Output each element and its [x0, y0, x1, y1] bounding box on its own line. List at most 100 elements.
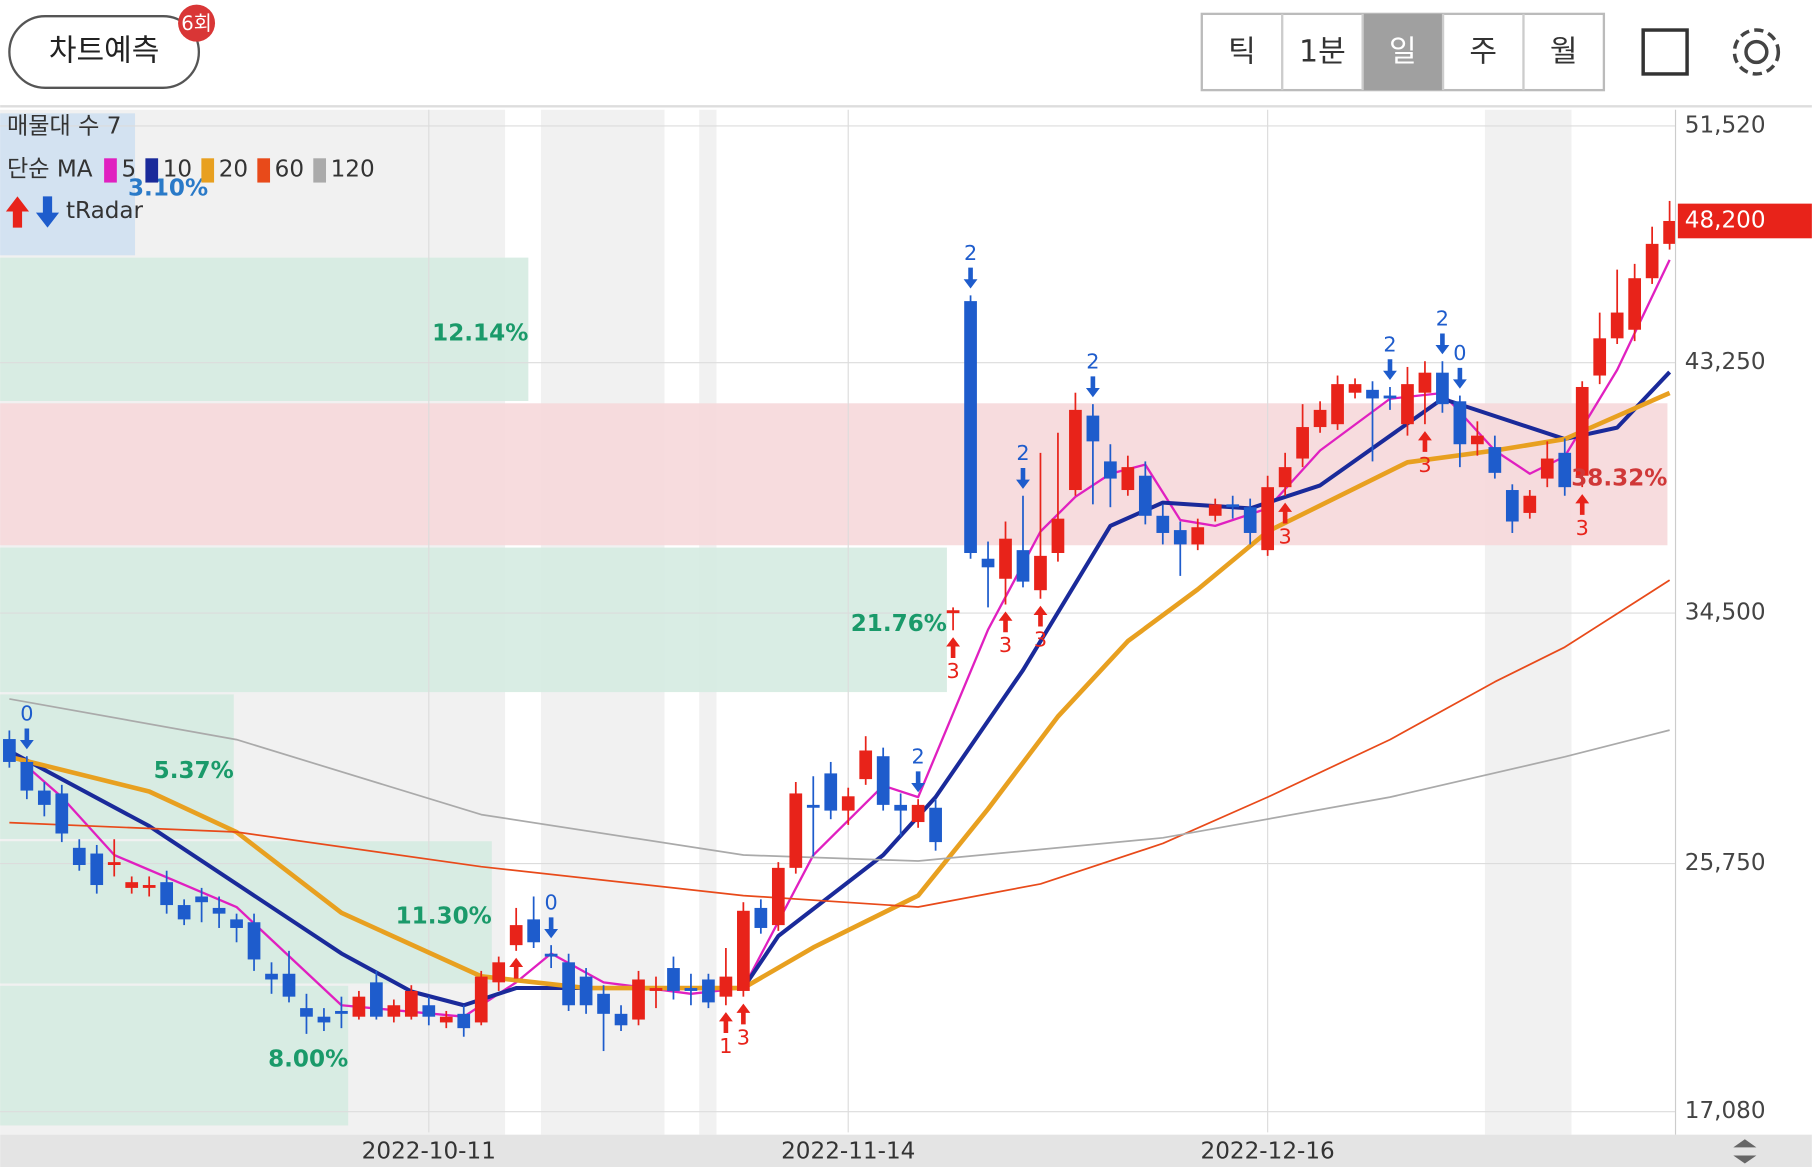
- y-tick-label: 43,250: [1685, 349, 1766, 375]
- signal-arrow: [946, 637, 961, 659]
- signal-label: 3: [1418, 453, 1431, 477]
- candle-body: [457, 1013, 471, 1029]
- candle-body: [1540, 458, 1554, 479]
- candle-body: [55, 793, 69, 834]
- candle-body: [789, 793, 803, 868]
- volume-band-label: 38.32%: [1571, 465, 1667, 491]
- y-tick-label: 25,750: [1685, 850, 1766, 876]
- signal-label: 2: [964, 241, 977, 265]
- signal-label: 0: [545, 891, 558, 915]
- candle-body: [1436, 372, 1449, 405]
- candle-body: [509, 925, 523, 946]
- signal-label: 2: [1016, 441, 1029, 465]
- signal-arrow: [911, 771, 926, 793]
- tab-selected[interactable]: [1362, 13, 1444, 91]
- candle-body: [894, 804, 908, 811]
- session-shade: [1484, 109, 1572, 1135]
- predict-button[interactable]: [8, 15, 201, 89]
- tab[interactable]: 일: [1389, 35, 1417, 70]
- signal-label: 3: [1576, 516, 1589, 540]
- candle-body: [492, 962, 506, 983]
- tab[interactable]: 월: [1550, 35, 1578, 70]
- signal-label: 2: [1436, 307, 1449, 331]
- candle-body: [562, 962, 575, 1006]
- candle-body: [1488, 447, 1502, 473]
- candle-body: [282, 973, 296, 997]
- volume-band-label: 11.30%: [396, 903, 492, 929]
- candle-body: [370, 982, 383, 1017]
- candle-body: [911, 804, 925, 823]
- signal-label: 3: [946, 659, 959, 683]
- signal-arrow: [718, 1012, 733, 1033]
- signal-label: 2: [912, 745, 925, 769]
- candle-body: [230, 919, 243, 928]
- signal-arrow: [963, 267, 978, 289]
- signal-label: 0: [1453, 341, 1466, 365]
- ma-line: [8, 390, 1671, 991]
- candle-body: [160, 882, 174, 906]
- candle-body: [422, 1005, 436, 1017]
- y-tick-label: 34,500: [1685, 600, 1766, 626]
- legend-ma-title: 단순 MA: [7, 156, 93, 182]
- tab[interactable]: 주: [1469, 35, 1497, 70]
- candle-body: [1051, 518, 1065, 553]
- candle-body: [649, 988, 663, 991]
- candle-body: [1086, 415, 1100, 442]
- candle-body: [754, 907, 768, 928]
- signal-arrow: [998, 611, 1013, 633]
- candle-body: [737, 910, 750, 991]
- signal-label: 3: [737, 1025, 750, 1049]
- candle-body: [824, 773, 838, 811]
- candle-body: [212, 907, 226, 914]
- scroll-icon[interactable]: [1733, 1139, 1757, 1164]
- volume-band-label: 12.14%: [432, 320, 528, 346]
- candle-body: [125, 882, 139, 888]
- candle-body: [1505, 490, 1519, 522]
- candle-body: [1156, 515, 1170, 533]
- candle-body: [684, 988, 698, 991]
- candle-body: [1104, 461, 1117, 479]
- candle-body: [1296, 427, 1309, 459]
- candle-body: [632, 979, 645, 1020]
- candle-body: [597, 993, 610, 1014]
- candle-body: [1471, 435, 1484, 445]
- candle-body: [1575, 386, 1589, 476]
- settings-icon[interactable]: [1732, 28, 1781, 76]
- legend-label: 10: [163, 156, 192, 182]
- candle-body: [1628, 278, 1642, 330]
- candle-body: [387, 1005, 401, 1017]
- tab[interactable]: 1분: [1299, 35, 1346, 70]
- last-price-label: 48,200: [1685, 207, 1766, 233]
- signal-arrow: [1016, 468, 1030, 489]
- legend-swatch: [313, 158, 327, 183]
- signal-arrow: [1033, 605, 1048, 627]
- candle-body: [859, 750, 873, 780]
- candle-body: [999, 538, 1012, 579]
- signal-label: 3: [1279, 524, 1292, 548]
- legend-swatch: [257, 158, 271, 183]
- legend-label: 5: [121, 156, 136, 182]
- signal-arrow: [1383, 359, 1397, 381]
- ma-line: [8, 370, 1672, 1008]
- volume-band-label: 8.00%: [268, 1047, 348, 1073]
- signal-label: 2: [1086, 350, 1099, 374]
- candle-body: [1034, 555, 1047, 591]
- candle-body: [702, 979, 715, 1003]
- candle-body: [719, 976, 733, 997]
- candle-body: [1121, 467, 1135, 491]
- signal-arrow: [1278, 502, 1293, 524]
- badge: [178, 4, 216, 42]
- candle-body: [72, 847, 86, 865]
- candle-body: [335, 1010, 348, 1014]
- tab[interactable]: 틱: [1228, 35, 1256, 70]
- signal-arrow: [19, 728, 34, 750]
- ma-line: [9, 579, 1671, 908]
- candle-body: [1016, 550, 1030, 582]
- square-icon[interactable]: [1641, 28, 1689, 76]
- signal-arrow: [1418, 431, 1432, 452]
- candle-body: [142, 885, 156, 888]
- candle-body: [352, 996, 366, 1017]
- candle-body: [1138, 475, 1152, 516]
- candle-body: [579, 976, 593, 1006]
- legend-title: 매물대 수 7: [7, 114, 121, 140]
